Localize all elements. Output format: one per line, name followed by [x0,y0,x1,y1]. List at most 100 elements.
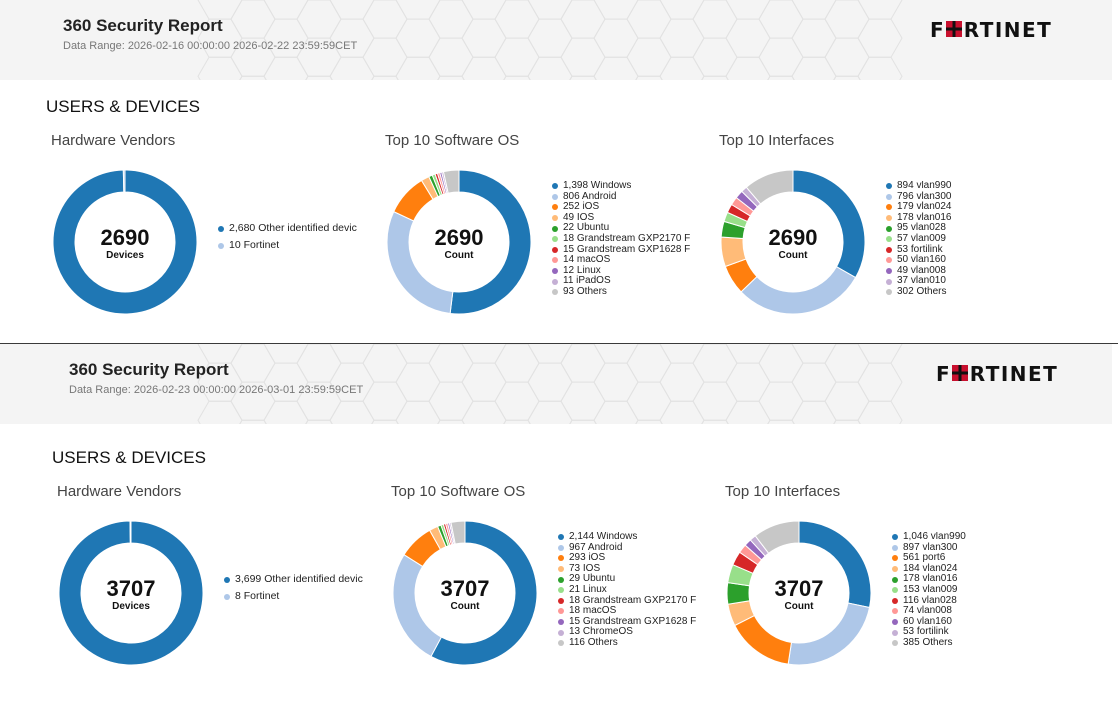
hexagon [428,0,474,39]
report-header: 360 Security Report Data Range: 2026-02-… [0,0,1112,80]
hexagon [725,0,771,20]
hexagon [395,400,441,424]
legend-swatch [558,534,564,541]
legend-item: 897 vlan300 [892,542,1012,554]
hexagon [824,344,870,383]
hexagon [239,419,267,424]
hexagon [371,75,399,80]
legend-label: 22 Ubuntu [563,222,610,234]
legend-swatch [892,534,898,541]
legend-swatch [892,587,898,594]
legend-swatch [558,597,564,604]
legend-label: 60 vlan160 [903,615,952,627]
hexagon [560,0,606,39]
interfaces-legend: 894 vlan990 796 vlan300 179 vlan024 178 vla… [886,181,1006,298]
legend-label: 95 vlan028 [897,222,946,234]
legend-item: 60 vlan160 [892,615,1012,628]
donut-center-value: 2690 [769,225,818,250]
legend-swatch [886,225,892,232]
interfaces-legend: 1,046 vlan990 897 vlan300 561 port6 184 vla… [892,532,1012,649]
hexagon [824,37,870,77]
hexagon [527,344,573,364]
legend-item: 49 vlan008 [886,265,1006,277]
hexagon [833,419,861,424]
hexagon [593,362,639,402]
date-range: Data Range: 2026-02-16 00:00:00 2026-02-… [63,40,358,52]
legend-swatch [552,278,558,285]
legend-item: 2,144 Windows [558,532,700,543]
legend-swatch [218,225,224,232]
hexagon [824,0,870,39]
hexagon [527,56,573,80]
legend-swatch [892,629,898,636]
hexagon [230,0,276,39]
hexagon [725,362,771,402]
legend-item: 14 macOS [552,255,694,266]
hexagon [503,75,531,80]
hexagon [263,56,309,80]
hexagon [362,37,408,77]
hexagon [791,344,837,364]
donut-center-label: Devices [106,250,144,261]
legend-item: 179 vlan024 [886,202,1006,213]
hexagon [197,56,243,80]
hexagon [857,344,903,364]
hexagon [833,75,861,80]
donut-slice [754,520,800,554]
legend-label: 178 vlan016 [897,211,952,223]
legend-item: 57 vlan009 [886,233,1006,245]
donut-slice [122,169,126,193]
panel-title-software-os: Top 10 Software OS [385,132,520,149]
legend-item: 385 Others [892,636,1012,649]
legend-item: 18 Grandstream GXP2170 F [558,595,700,607]
legend-label: 29 Ubuntu [569,573,616,585]
hexagon [527,362,573,402]
legend-label: 53 fortilink [897,243,943,255]
hexagon [791,56,837,80]
hexagon [725,344,771,364]
legend-label: 153 vlan009 [903,583,958,595]
hexagon [527,0,573,20]
donut-slice [52,169,198,315]
legend-item: 302 Others [886,286,1006,298]
hexagon [503,419,531,424]
legend-swatch [552,215,558,222]
panel-title-interfaces: Top 10 Interfaces [719,132,835,149]
hexagon [767,419,795,424]
legend-label: 2,680 Other identified devic [229,222,357,234]
legend-label: 12 Linux [563,264,601,276]
donut-slice [450,520,466,545]
hexagon [767,75,795,80]
hexagon [296,0,342,39]
hexagon [659,18,705,58]
donut-center-value: 2690 [101,225,150,250]
legend-swatch [886,289,892,296]
hexagon [437,419,465,424]
legend-swatch [558,629,564,636]
hexagon [494,344,540,383]
hexagon [305,419,333,424]
legend-item: 37 vlan010 [886,276,1006,287]
donut-center-value: 3707 [775,576,824,601]
legend-label: 14 macOS [563,254,611,266]
legend-label: 385 Others [903,636,953,648]
legend-label: 11 iPadOS [563,275,611,287]
panel-title-hardware-vendors: Hardware Vendors [57,483,182,500]
fortinet-logo-squares [946,21,962,37]
legend-swatch [886,183,892,190]
hexagon [560,37,606,77]
hexagon [635,75,663,80]
legend-label: 178 vlan016 [903,573,958,585]
donut-slice [442,169,460,194]
hexagon [593,0,639,20]
hexagon [701,419,729,424]
donut-center-label: Count [451,601,481,612]
hexagon [461,18,507,58]
hexagon [494,37,540,77]
hexagon [437,75,465,80]
legend-swatch [552,225,558,232]
hexagon [230,344,276,383]
report-page-1: 360 Security Report Data Range: 2026-02-… [0,0,1118,343]
